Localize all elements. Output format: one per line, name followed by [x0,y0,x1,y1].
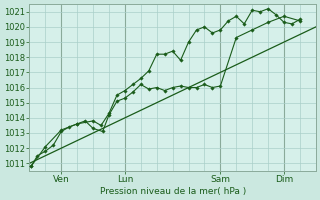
X-axis label: Pression niveau de la mer( hPa ): Pression niveau de la mer( hPa ) [100,187,246,196]
